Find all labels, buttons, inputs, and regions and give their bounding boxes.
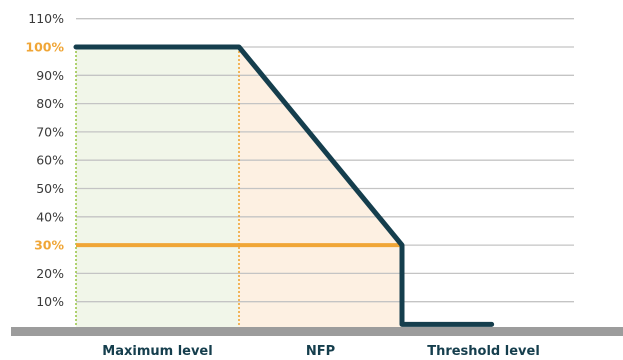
y-tick-label: 40% — [36, 209, 64, 224]
y-tick-label: 70% — [36, 124, 64, 139]
baseline-layer — [11, 327, 623, 336]
y-tick-label: 90% — [36, 68, 64, 83]
x-category-label: NFP — [306, 344, 335, 359]
region-dividers — [75, 47, 240, 330]
x-axis-categories: Maximum level NFP Threshold level — [102, 344, 540, 359]
x-category-label: Threshold level — [427, 344, 540, 359]
x-category-label: Maximum level — [102, 344, 212, 359]
y-tick-label: 50% — [36, 181, 64, 196]
y-tick-label: 80% — [36, 96, 64, 111]
x-axis-baseline — [11, 327, 623, 336]
y-tick-label: 60% — [36, 153, 64, 168]
y-tick-label: 20% — [36, 266, 64, 281]
y-tick-label: 100% — [25, 40, 64, 55]
y-tick-label: 110% — [28, 11, 64, 26]
y-axis-ticks: 10% 20% 30% 40% 50% 60% 70% 80% 90% 100% 110% — [25, 11, 64, 309]
y-tick-label: 10% — [36, 294, 64, 309]
series-layer — [73, 44, 495, 327]
y-tick-label: 30% — [34, 238, 64, 253]
